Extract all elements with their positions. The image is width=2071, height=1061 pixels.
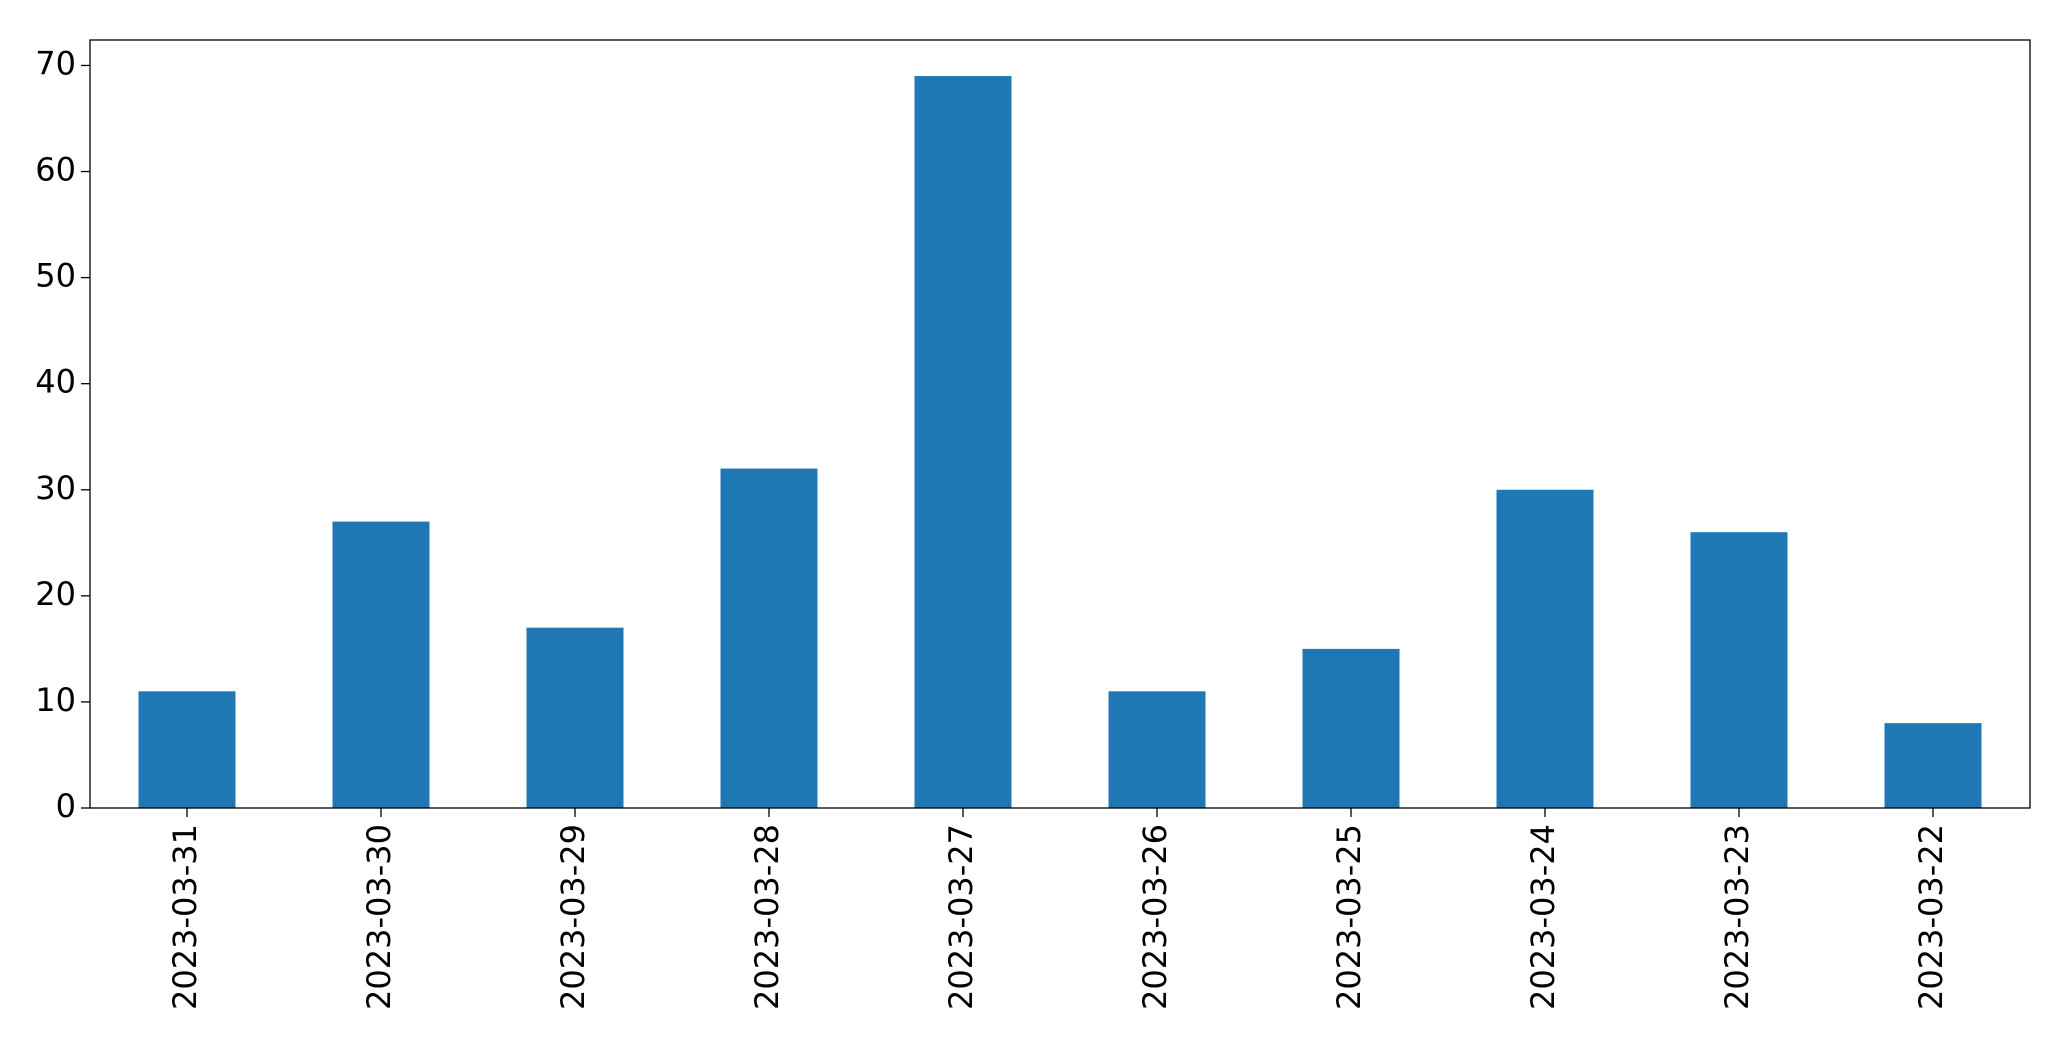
- bar: [1690, 532, 1788, 808]
- bar: [1884, 723, 1982, 808]
- x-tick-label: 2023-03-22: [1912, 824, 1950, 1010]
- x-tick-label: 2023-03-30: [360, 824, 398, 1010]
- bar: [1302, 648, 1400, 808]
- bar: [1496, 489, 1594, 808]
- x-tick-label: 2023-03-23: [1718, 824, 1756, 1010]
- y-tick-label: 60: [35, 151, 76, 189]
- bar: [526, 627, 624, 808]
- x-tick-label: 2023-03-31: [166, 824, 204, 1010]
- bar: [332, 521, 430, 808]
- x-tick-label: 2023-03-28: [748, 824, 786, 1010]
- y-tick-label: 30: [35, 469, 76, 507]
- x-tick-label: 2023-03-27: [942, 824, 980, 1010]
- plot-frame: [89, 39, 2031, 809]
- x-tick-label: 2023-03-29: [554, 824, 592, 1010]
- y-tick-label: 0: [56, 787, 76, 825]
- bar: [720, 468, 818, 808]
- y-tick-label: 40: [35, 363, 76, 401]
- x-tick-label: 2023-03-26: [1136, 824, 1174, 1010]
- y-tick-label: 10: [35, 681, 76, 719]
- y-tick-label: 20: [35, 575, 76, 613]
- x-tick-label: 2023-03-25: [1330, 824, 1368, 1010]
- bar: [138, 691, 236, 808]
- x-tick-label: 2023-03-24: [1524, 824, 1562, 1010]
- y-tick-label: 50: [35, 257, 76, 295]
- bar: [914, 76, 1012, 809]
- y-tick-label: 70: [35, 44, 76, 82]
- bar: [1108, 691, 1206, 808]
